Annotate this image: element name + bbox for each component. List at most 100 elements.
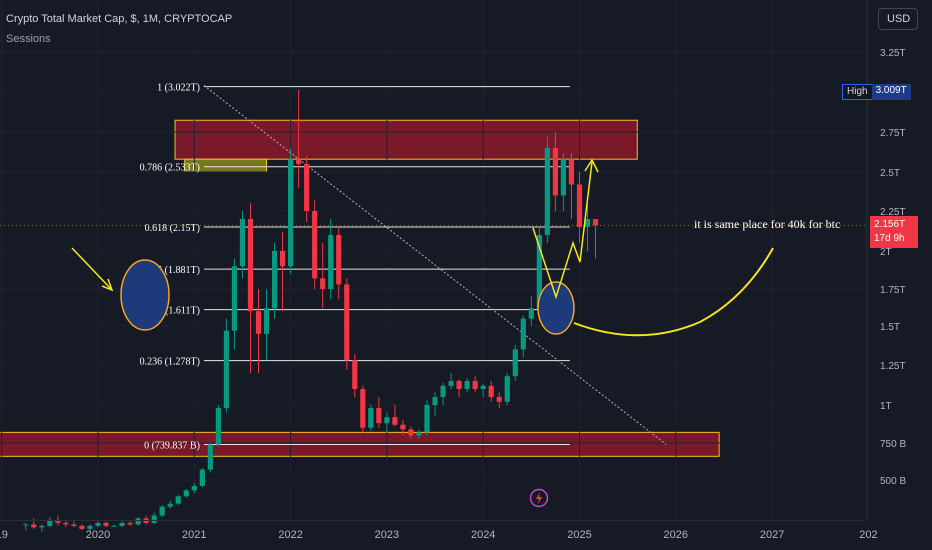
- candle-body: [255, 311, 262, 334]
- high-value: 3.009T: [871, 84, 911, 100]
- fib-label: 0.236 (1.278T): [140, 357, 200, 368]
- candle-body: [111, 525, 117, 527]
- candle-body: [576, 184, 583, 227]
- y-tick-label: 2T: [880, 247, 892, 258]
- fib-label: 0 (739.837 B): [144, 440, 200, 451]
- candle-body: [392, 417, 398, 425]
- candle-body: [207, 444, 213, 470]
- candle-body: [247, 219, 254, 312]
- fib-label: 1 (3.022T): [157, 83, 200, 94]
- candle-body: [31, 524, 37, 528]
- candle-countdown: 17d 9h: [874, 233, 905, 244]
- candle-body: [312, 211, 318, 279]
- x-tick-label: 202: [859, 529, 877, 541]
- candle-body: [480, 385, 486, 389]
- candle-body: [23, 524, 29, 526]
- candle-body: [584, 219, 591, 227]
- sessions-indicator[interactable]: Sessions: [6, 33, 51, 45]
- candle-body: [536, 235, 542, 309]
- x-tick-label: 2024: [471, 529, 495, 541]
- y-tick-label: 500 B: [880, 476, 906, 487]
- candle-body: [472, 381, 478, 389]
- candle-body: [127, 522, 133, 525]
- y-tick-label: 2.25T: [880, 207, 906, 218]
- candle-body: [544, 148, 550, 235]
- x-tick-label: 2022: [278, 529, 302, 541]
- y-tick-label: 2.5T: [880, 168, 900, 179]
- candle-body: [328, 235, 334, 289]
- high-price-tag: High 3.009T: [842, 84, 911, 100]
- fib-label: 0.786 (2.533T): [140, 163, 200, 174]
- candle-body: [167, 503, 173, 507]
- y-tick-label: 3.25T: [880, 48, 906, 59]
- zone-supply: [174, 119, 638, 160]
- x-tick-label: 2020: [86, 529, 110, 541]
- candle-body: [528, 308, 534, 319]
- circle-marker-left: [120, 259, 170, 331]
- candle-body: [432, 397, 438, 405]
- candle-body: [103, 522, 109, 526]
- candle-body: [352, 360, 358, 389]
- x-tick-label: 2023: [375, 529, 399, 541]
- candle-body: [175, 496, 181, 504]
- y-axis-separator: [866, 0, 867, 520]
- candle-body: [416, 432, 422, 436]
- candle-body: [592, 219, 599, 226]
- candle-body: [400, 424, 406, 430]
- candle-body: [520, 318, 526, 350]
- candle-body: [135, 518, 141, 525]
- candle-body: [496, 397, 502, 402]
- candle-body: [119, 522, 125, 526]
- projection-path: [532, 161, 593, 300]
- fib-label: 0.5 (1.881T): [150, 265, 200, 276]
- candle-body: [552, 148, 559, 196]
- candle-body: [320, 278, 326, 289]
- lightning-icon[interactable]: [529, 488, 549, 508]
- currency-button[interactable]: USD: [878, 8, 918, 30]
- candle-body: [151, 515, 157, 523]
- candle-body: [71, 524, 77, 526]
- candle-body: [568, 159, 575, 185]
- y-tick-label: 2.75T: [880, 128, 906, 139]
- candle-body: [159, 506, 165, 516]
- candle-body: [560, 159, 567, 196]
- chart-title: Crypto Total Market Cap, $, 1M, CRYPTOCA…: [6, 13, 233, 25]
- candle-body: [263, 308, 270, 334]
- candle-body: [47, 519, 53, 526]
- x-tick-label: 19: [0, 529, 8, 541]
- arrow-left: [71, 247, 113, 291]
- arrow-left-head: [101, 278, 114, 292]
- candle-body: [279, 251, 286, 267]
- candle-body: [384, 417, 390, 424]
- candle-body: [304, 164, 310, 211]
- candle-body: [87, 525, 93, 529]
- candle-body: [408, 429, 414, 436]
- candle-body: [231, 266, 238, 331]
- last-price-value: 2.156T: [874, 219, 906, 230]
- fib-label: 0.382 (1.611T): [140, 306, 200, 317]
- candle-body: [360, 389, 366, 428]
- x-tick-label: 2026: [664, 529, 688, 541]
- annotation-text: it is same place for 40k for btc: [694, 217, 841, 231]
- last-price-tag: 2.156T 17d 9h: [870, 216, 918, 248]
- candle-body: [287, 159, 294, 267]
- y-tick-label: 1.5T: [880, 322, 900, 333]
- candle-body: [55, 519, 61, 523]
- circle-marker-right: [537, 281, 575, 335]
- candle-body: [368, 408, 374, 428]
- cup-curve: [573, 247, 774, 337]
- candle-body: [296, 159, 302, 164]
- candle-body: [223, 330, 229, 409]
- candle-body: [271, 251, 278, 309]
- projection-arrowhead: [584, 158, 599, 173]
- trendline: [203, 85, 667, 445]
- y-tick-label: 1T: [880, 401, 892, 412]
- candle-body: [424, 405, 430, 433]
- candle-body: [95, 522, 101, 526]
- x-axis-separator: [0, 520, 866, 521]
- candle-body: [191, 485, 197, 491]
- candle-body: [199, 469, 205, 486]
- candle-body: [183, 490, 189, 497]
- candle-body: [464, 381, 470, 389]
